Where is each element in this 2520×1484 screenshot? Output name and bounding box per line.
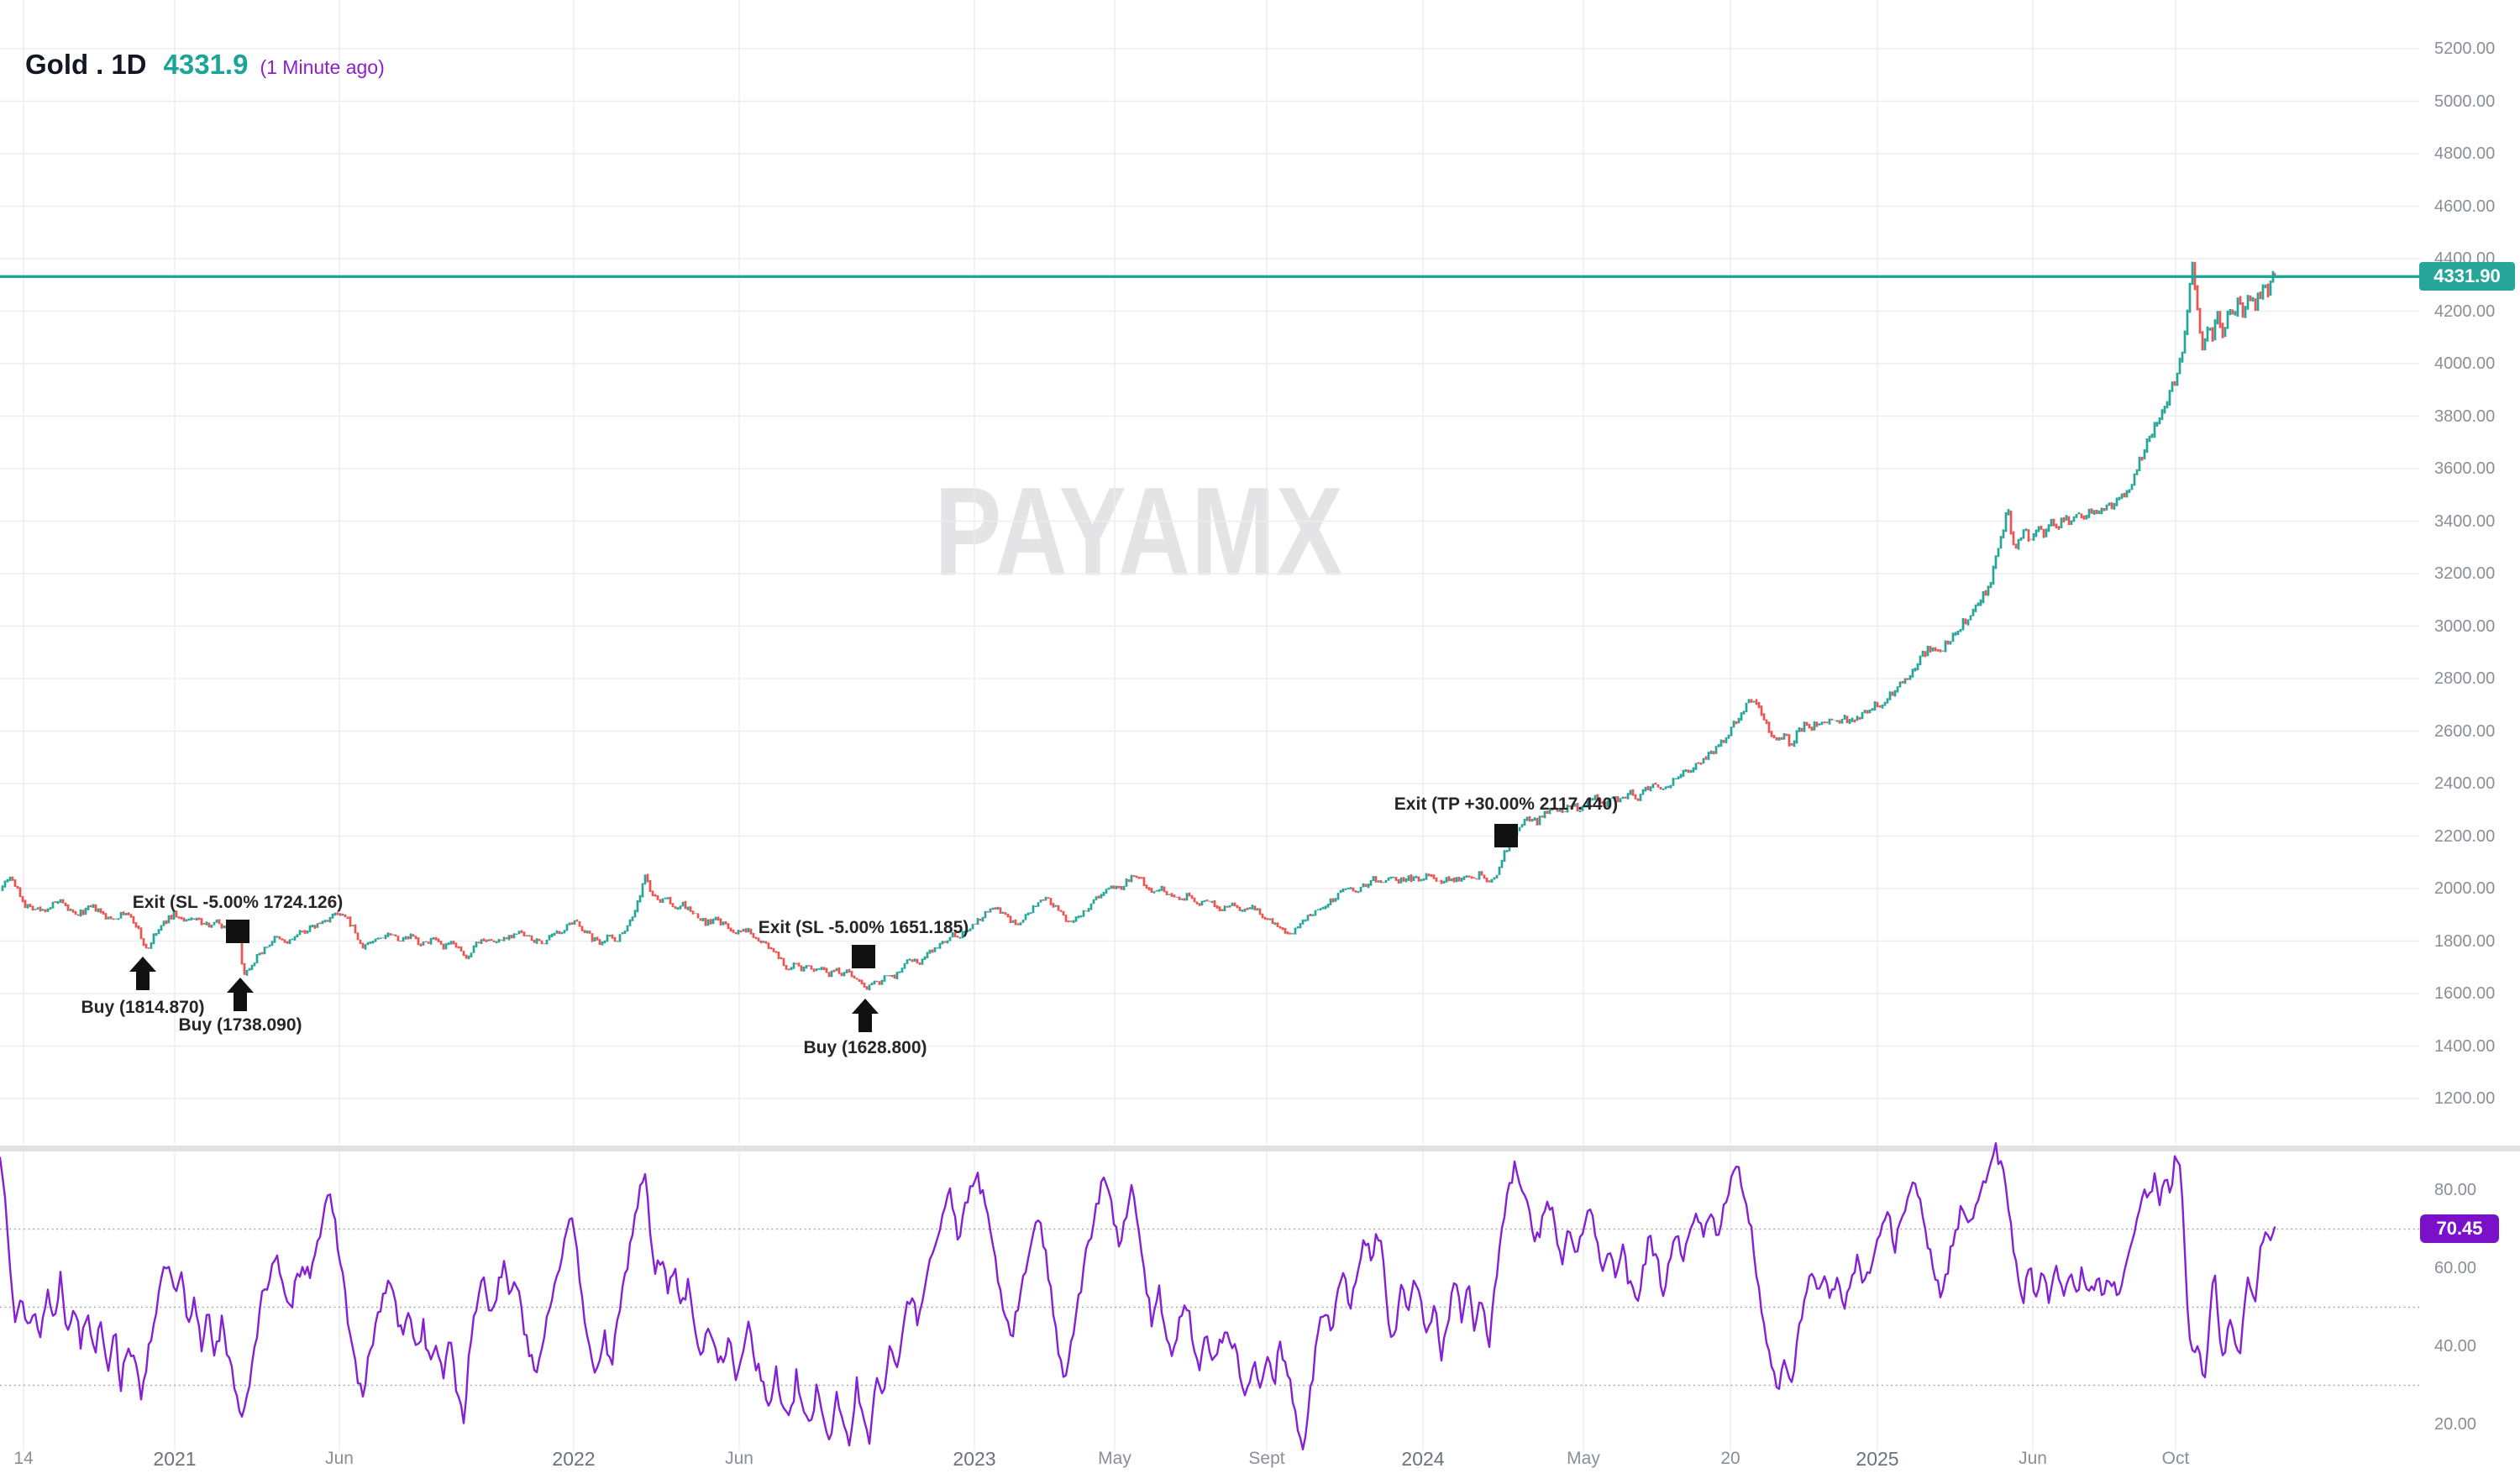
price-axis-label: 3000.00 [2434,617,2496,636]
rsi-axis-label: 20.00 [2434,1415,2477,1434]
rsi-axis-label: 40.00 [2434,1337,2477,1356]
time-axis-year-label: 2024 [1401,1448,1445,1470]
last-update-ago: (1 Minute ago) [260,56,385,78]
trade-exit-marker [852,945,875,968]
price-axis-label: 3400.00 [2434,512,2496,531]
candles-up [1,261,2275,991]
pane-divider[interactable] [0,1146,2520,1151]
price-axis-label: 2800.00 [2434,669,2496,688]
broker-watermark: PAYAMX [934,460,1344,602]
time-axis-year-label: 2023 [953,1448,996,1470]
rsi-value-badge: 70.45 [2420,1214,2499,1243]
candles-down [11,261,2276,990]
trade-exit-marker [226,920,249,943]
time-axis-label: May [1098,1449,1131,1468]
time-axis-label: Oct [2161,1449,2190,1468]
time-axis-label: Sept [1248,1449,1285,1468]
time-axis-label: 20 [1720,1449,1740,1468]
trade-buy-arrow [227,978,254,1011]
price-axis-label: 3800.00 [2434,407,2496,426]
price-axis-label: 1600.00 [2434,984,2496,1003]
time-axis-year-label: 2021 [153,1448,197,1470]
price-axis-label: 4200.00 [2434,302,2496,321]
rsi-axis-label: 60.00 [2434,1259,2477,1277]
price-axis-label: 2200.00 [2434,827,2496,846]
time-axis-label: May [1567,1449,1600,1468]
price-axis-label: 5000.00 [2434,92,2496,111]
price-axis-label: 4600.00 [2434,197,2496,216]
price-axis-label: 2400.00 [2434,774,2496,793]
current-price-badge: 4331.90 [2419,262,2515,291]
trade-buy-arrow [852,999,879,1032]
price-axis-label: 5200.00 [2434,39,2496,58]
time-axis-label: Jun [2019,1449,2047,1468]
time-axis-label: Jun [725,1449,753,1468]
time-axis-year-label: 2025 [1856,1448,1899,1470]
price-axis-label: 3200.00 [2434,564,2496,583]
price-axis-label: 1400.00 [2434,1037,2496,1056]
trade-annotation-label: Buy (1738.090) [178,1015,302,1035]
interval-label[interactable]: 1D [111,49,147,80]
price-axis-label: 4000.00 [2434,354,2496,373]
price-axis-label: 2000.00 [2434,879,2496,898]
last-price-value: 4331.9 [163,49,249,80]
trade-buy-arrow [129,957,156,990]
price-axis-label: 1200.00 [2434,1089,2496,1108]
trade-annotation-label: Exit (SL -5.00% 1651.185) [759,918,969,937]
symbol-legend: Gold . 1D 4331.9 (1 Minute ago) [25,49,385,81]
time-axis-label: Jun [325,1449,354,1468]
price-axis-label: 3600.00 [2434,459,2496,478]
price-axis-label: 4800.00 [2434,144,2496,163]
trade-exit-marker [1494,824,1518,847]
time-axis-label: 14 [13,1449,34,1468]
symbol-name[interactable]: Gold [25,49,89,80]
trade-annotation-label: Buy (1628.800) [803,1038,927,1057]
trade-annotation-label: Exit (SL -5.00% 1724.126) [133,893,344,912]
rsi-line [0,1141,2276,1451]
trade-annotation-label: Buy (1814.870) [81,998,204,1017]
rsi-axis-label: 80.00 [2434,1181,2477,1199]
price-axis-label: 1800.00 [2434,932,2496,951]
symbol-separator: . [96,49,104,80]
price-axis-label: 2600.00 [2434,722,2496,741]
time-axis-year-label: 2022 [552,1448,596,1470]
trade-annotation-label: Exit (TP +30.00% 2117.440) [1394,794,1618,814]
